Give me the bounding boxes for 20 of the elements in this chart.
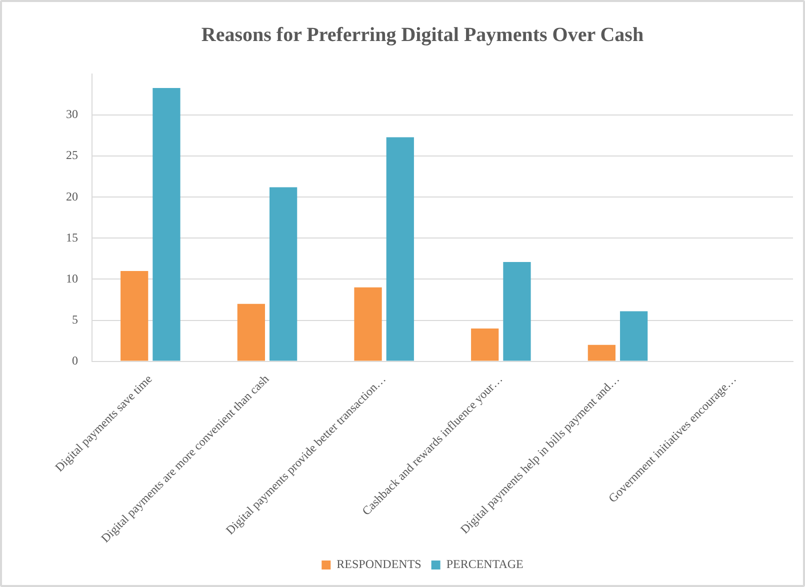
legend-label: PERCENTAGE	[446, 557, 524, 572]
bar	[386, 137, 414, 361]
y-tick-label: 0	[72, 353, 78, 368]
bar	[120, 271, 148, 361]
y-tick-label: 25	[66, 148, 78, 162]
y-tick-label: 10	[66, 271, 78, 286]
y-tick-label: 15	[66, 230, 78, 244]
bar	[237, 304, 265, 361]
bar	[503, 262, 531, 361]
legend-label: RESPONDENTS	[336, 557, 422, 572]
y-tick-label: 20	[66, 189, 78, 204]
bar	[270, 187, 298, 361]
bar	[354, 287, 382, 361]
bar	[152, 88, 180, 361]
y-tick-label: 5	[72, 312, 78, 326]
bar	[620, 311, 648, 361]
bar	[588, 344, 616, 361]
y-tick-label: 30	[66, 107, 78, 122]
bar	[471, 328, 499, 361]
chart-title: Reasons for Preferring Digital Payments Over Cash	[201, 24, 644, 46]
